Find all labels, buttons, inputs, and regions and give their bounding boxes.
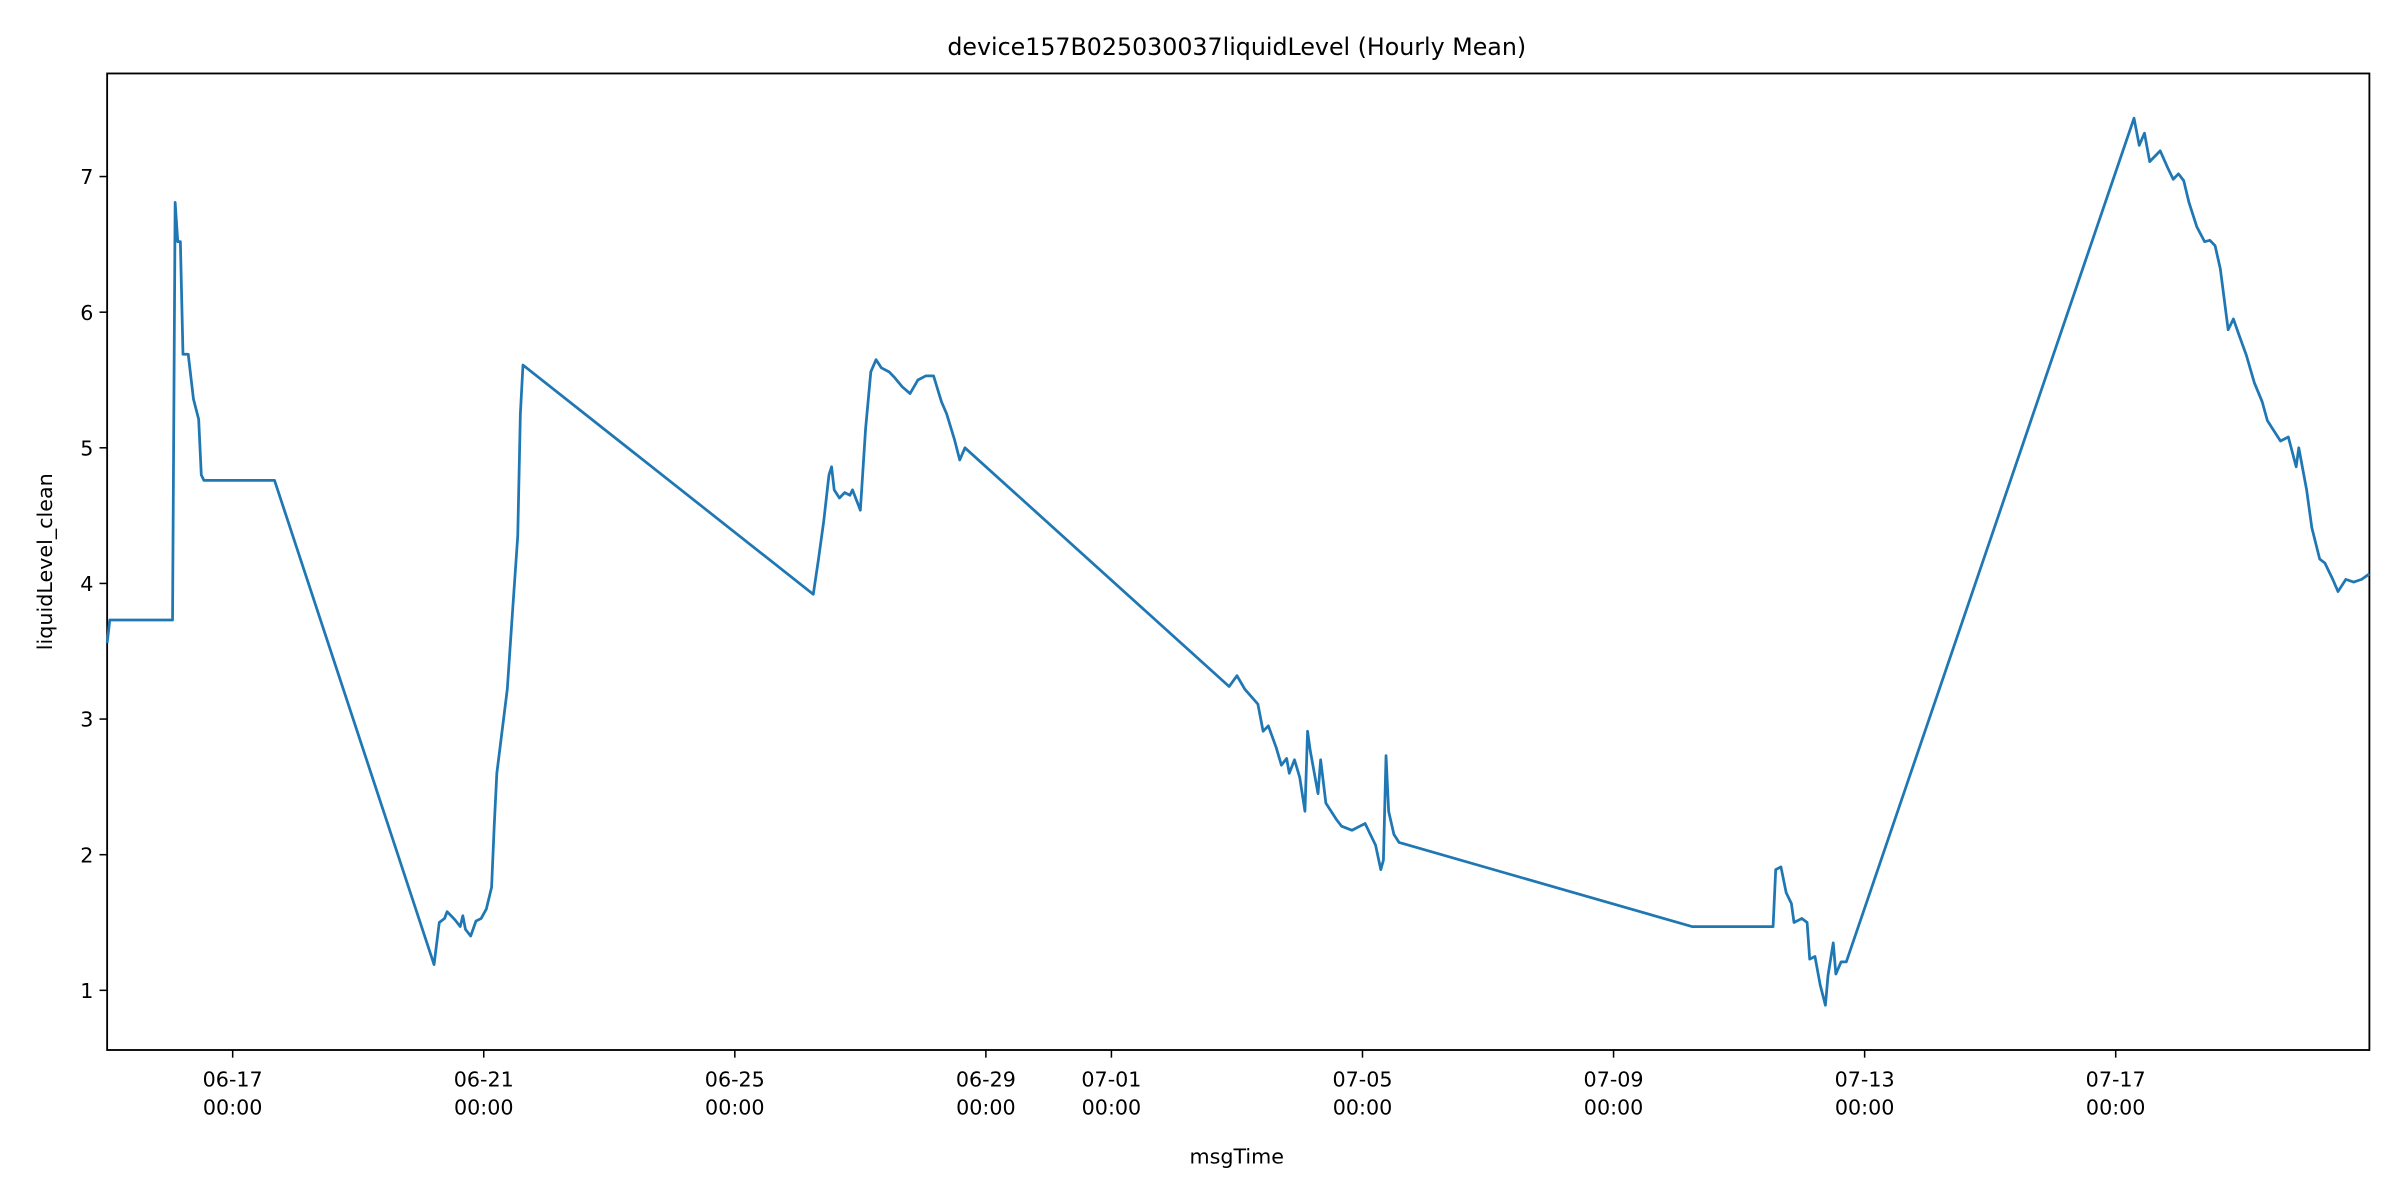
y-tick-label: 1 bbox=[80, 979, 93, 1003]
x-tick-label: 07-09 00:00 bbox=[1584, 1068, 1644, 1120]
x-tick-label: 06-29 00:00 bbox=[956, 1068, 1016, 1120]
x-tick-label: 07-01 00:00 bbox=[1081, 1068, 1141, 1120]
y-tick-label: 5 bbox=[80, 436, 93, 460]
x-axis-label: msgTime bbox=[1189, 1144, 1284, 1168]
y-tick-label: 4 bbox=[80, 572, 93, 596]
x-tick-label: 06-25 00:00 bbox=[705, 1068, 765, 1120]
plot-frame bbox=[106, 72, 2371, 1051]
x-tick-label: 07-05 00:00 bbox=[1332, 1068, 1392, 1120]
chart-title: device157B025030037liquidLevel (Hourly M… bbox=[947, 33, 1526, 61]
y-tick-label: 3 bbox=[80, 708, 93, 732]
x-tick-label: 07-17 00:00 bbox=[2086, 1068, 2146, 1120]
y-tick-label: 7 bbox=[80, 165, 93, 189]
data-line bbox=[105, 116, 2371, 1007]
y-tick-label: 2 bbox=[80, 843, 93, 867]
x-tick-label: 06-17 00:00 bbox=[203, 1068, 263, 1120]
y-tick-label: 6 bbox=[80, 301, 93, 325]
x-tick-label: 06-21 00:00 bbox=[454, 1068, 514, 1120]
y-axis-label: liquidLevel_clean bbox=[33, 473, 57, 650]
x-tick-label: 07-13 00:00 bbox=[1835, 1068, 1895, 1120]
